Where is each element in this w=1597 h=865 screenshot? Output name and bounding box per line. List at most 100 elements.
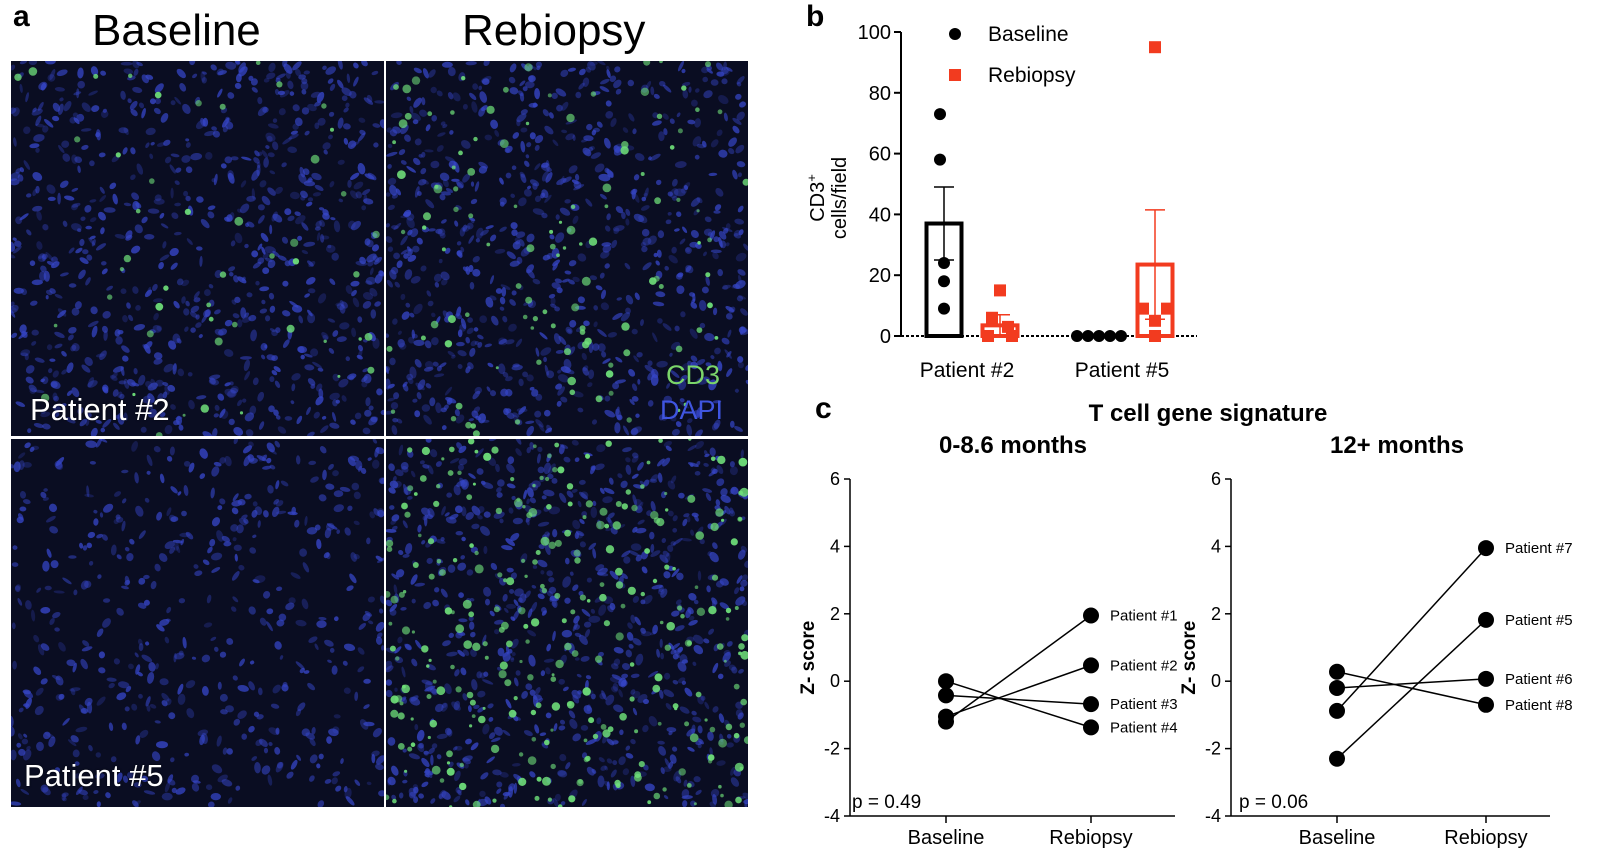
dapi-nucleus (154, 194, 162, 202)
dapi-nucleus (220, 163, 227, 169)
dapi-nucleus (358, 622, 367, 630)
c-right-series-line (1336, 678, 1487, 689)
cd3-cell (567, 376, 576, 386)
dapi-nucleus (292, 104, 300, 112)
dapi-nucleus (158, 262, 164, 270)
cd3-cell (135, 208, 141, 214)
dapi-nucleus (557, 374, 569, 383)
cd3-cell (107, 294, 113, 300)
cd3-cell (570, 609, 576, 615)
dapi-nucleus (365, 276, 377, 285)
dapi-nucleus (13, 137, 17, 147)
dapi-nucleus (423, 601, 432, 610)
dapi-nucleus (692, 136, 702, 147)
dapi-nucleus (665, 445, 672, 452)
cd3-cell (469, 543, 474, 548)
dapi-nucleus (241, 733, 248, 740)
dapi-nucleus (164, 156, 172, 164)
dapi-nucleus (660, 588, 668, 598)
cd3-cell (724, 800, 733, 807)
dapi-nucleus (176, 338, 182, 344)
dapi-nucleus (111, 372, 118, 379)
dapi-nucleus (44, 119, 54, 128)
dapi-nucleus (131, 245, 141, 254)
dapi-nucleus (637, 519, 645, 525)
dapi-nucleus (720, 518, 727, 526)
dapi-nucleus (720, 494, 731, 503)
dapi-nucleus (613, 646, 624, 654)
cd3-cell (554, 539, 562, 547)
dapi-nucleus (739, 101, 746, 108)
dapi-nucleus (328, 728, 339, 737)
dapi-nucleus (121, 520, 126, 532)
dapi-nucleus (375, 621, 384, 632)
dapi-nucleus (704, 333, 715, 342)
dapi-nucleus (374, 100, 384, 104)
dapi-nucleus (353, 62, 359, 69)
dapi-nucleus (625, 649, 632, 658)
dapi-nucleus (725, 305, 735, 313)
cd3-cell (337, 374, 341, 378)
dapi-nucleus (66, 390, 73, 397)
cd3-cell (566, 701, 572, 707)
cd3-cell (564, 642, 572, 651)
dapi-nucleus (536, 65, 541, 71)
cd3-cell (708, 606, 717, 615)
dapi-nucleus (400, 249, 409, 255)
dapi-nucleus (23, 733, 28, 738)
dapi-nucleus (386, 660, 393, 671)
dapi-nucleus (77, 407, 84, 415)
cd3-cell (455, 686, 462, 693)
dapi-nucleus (170, 262, 178, 270)
cd3-cell (739, 487, 748, 497)
dapi-nucleus (354, 691, 359, 701)
cd3-cell (590, 91, 597, 97)
dapi-nucleus (672, 527, 678, 533)
dapi-nucleus (511, 763, 521, 767)
dapi-nucleus (736, 161, 746, 168)
dapi-nucleus (97, 574, 102, 579)
dapi-nucleus (644, 783, 655, 792)
cd3-cell (710, 456, 716, 462)
dapi-nucleus (725, 242, 730, 247)
dapi-nucleus (161, 792, 173, 801)
dapi-nucleus (62, 577, 72, 585)
dapi-nucleus (12, 660, 17, 670)
dapi-nucleus (113, 491, 122, 497)
dapi-nucleus (552, 798, 559, 807)
dapi-nucleus (301, 598, 309, 610)
dapi-nucleus (153, 352, 163, 360)
dapi-nucleus (285, 602, 295, 611)
dapi-nucleus (261, 765, 271, 775)
dapi-nucleus (61, 793, 67, 801)
dapi-nucleus (561, 629, 573, 638)
dapi-nucleus (388, 487, 396, 494)
dapi-nucleus (577, 296, 585, 304)
dapi-nucleus (210, 792, 221, 801)
dapi-nucleus (554, 278, 563, 284)
dapi-nucleus (404, 543, 413, 555)
dapi-nucleus (79, 418, 88, 427)
cd3-cell (683, 402, 688, 407)
dapi-nucleus (721, 78, 728, 85)
dapi-nucleus (419, 460, 425, 465)
dapi-nucleus (668, 510, 674, 517)
dapi-nucleus (534, 724, 540, 734)
cd3-cell (733, 732, 740, 739)
dapi-nucleus (430, 798, 436, 804)
dapi-nucleus (689, 463, 694, 467)
dapi-nucleus (369, 267, 374, 276)
dapi-nucleus (289, 91, 295, 96)
dapi-nucleus (125, 686, 132, 693)
dapi-nucleus (461, 536, 466, 542)
dapi-nucleus (389, 357, 396, 366)
dapi-nucleus (633, 174, 640, 181)
cd3-cell (515, 283, 522, 289)
dapi-nucleus (515, 670, 521, 676)
dapi-nucleus (643, 192, 648, 197)
dapi-nucleus (170, 187, 174, 199)
dapi-nucleus (581, 352, 587, 361)
cd3-cell (514, 419, 521, 425)
dapi-nucleus (539, 332, 548, 340)
dapi-nucleus (526, 487, 534, 498)
